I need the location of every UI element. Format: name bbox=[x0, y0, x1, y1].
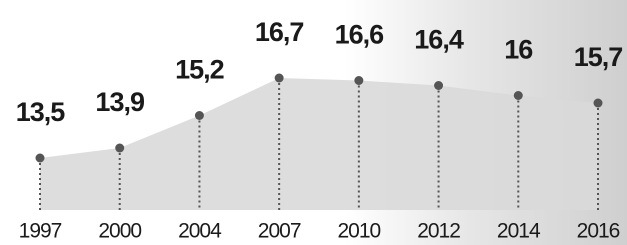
value-label: 16,6 bbox=[335, 20, 385, 50]
point bbox=[115, 144, 124, 153]
point bbox=[514, 91, 523, 100]
x-tick-label: 2000 bbox=[98, 220, 141, 243]
point bbox=[434, 81, 443, 90]
x-tick-label: 2004 bbox=[178, 220, 222, 243]
x-tick-label: 2014 bbox=[497, 220, 541, 243]
x-tick-label: 1997 bbox=[19, 220, 62, 243]
chart: 13,5 1997 13,9 2000 15,2 2004 16,7 2007 16,6 2010… bbox=[0, 0, 627, 245]
point bbox=[195, 111, 204, 120]
x-tick-label: 2012 bbox=[417, 220, 460, 243]
x-tick-label: 2010 bbox=[337, 220, 380, 243]
value-label: 15,2 bbox=[175, 55, 224, 85]
point bbox=[36, 154, 45, 163]
point bbox=[594, 99, 603, 108]
value-label: 13,9 bbox=[95, 87, 145, 117]
value-label: 16,7 bbox=[255, 17, 304, 47]
x-tick-label: 2007 bbox=[258, 220, 301, 243]
x-tick-label: 2016 bbox=[577, 220, 620, 243]
point bbox=[354, 76, 363, 85]
point bbox=[275, 74, 284, 83]
value-label: 16,4 bbox=[414, 25, 464, 55]
value-label: 13,5 bbox=[16, 97, 66, 127]
value-label: 15,7 bbox=[574, 42, 623, 72]
value-label: 16 bbox=[504, 35, 533, 65]
